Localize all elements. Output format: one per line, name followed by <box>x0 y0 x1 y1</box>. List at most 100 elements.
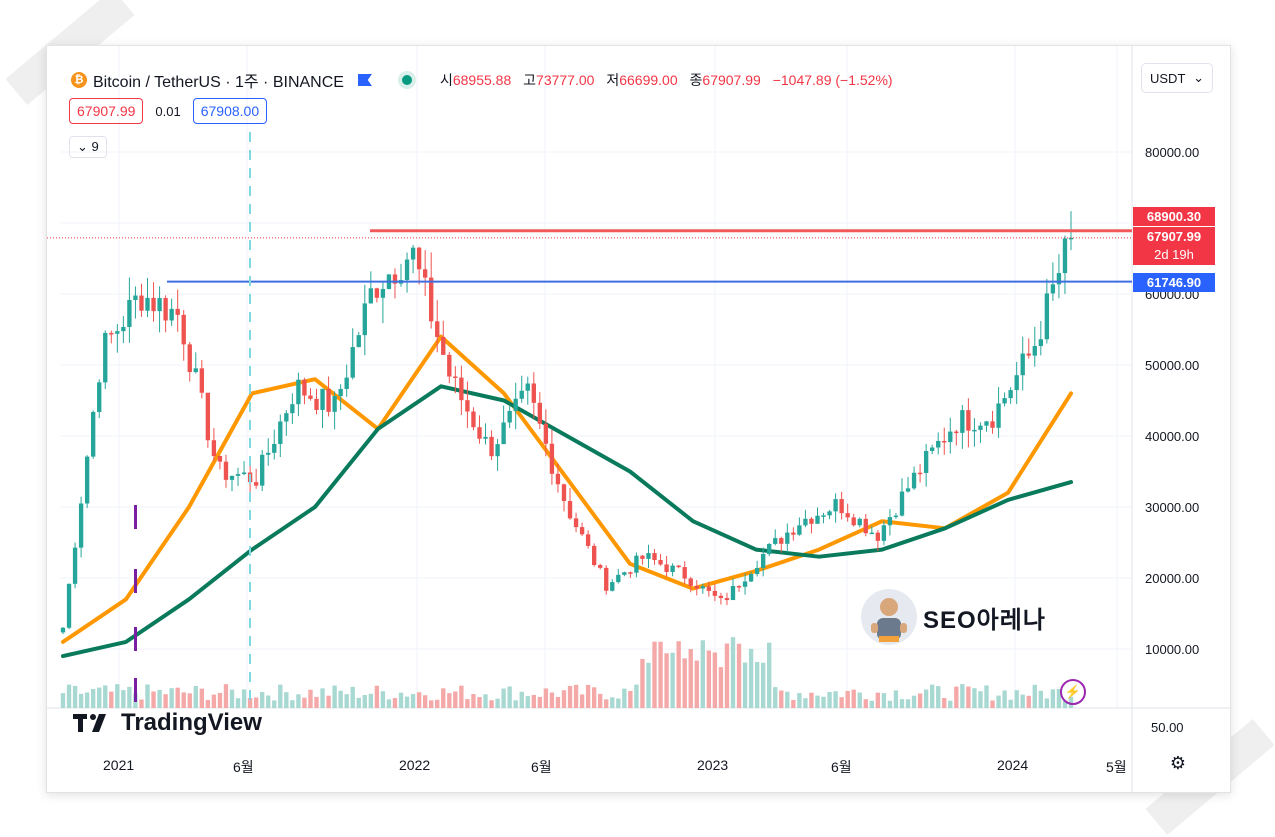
candle-body <box>736 585 742 588</box>
volume-bar <box>1020 694 1025 708</box>
volume-bar <box>272 700 277 708</box>
volume-bar <box>465 699 470 708</box>
volume-bar <box>905 699 911 708</box>
candle-body <box>1062 238 1068 274</box>
candle-body <box>374 288 380 298</box>
volume-bar <box>754 661 760 708</box>
last-price-value: 67907.99 <box>1146 229 1202 244</box>
buy-button[interactable]: 67908.00 <box>192 98 268 124</box>
candle-body <box>115 331 120 334</box>
candle-body <box>320 388 325 410</box>
volume-bar <box>422 695 428 708</box>
volume-bar <box>253 697 259 708</box>
volume-bar <box>302 697 307 708</box>
price-label-support[interactable]: 61746.90 <box>1133 273 1215 292</box>
y-tick: 80000.00 <box>1145 145 1200 160</box>
candle-body <box>253 482 259 486</box>
x-tick: 6월 <box>831 759 852 775</box>
volume-bar <box>604 699 609 708</box>
candle-body <box>278 421 283 444</box>
candle-body <box>1056 273 1062 285</box>
settings-icon[interactable]: ⚙ <box>1169 752 1187 773</box>
candle-body <box>579 527 585 535</box>
sell-button[interactable]: 67907.99 <box>69 98 144 124</box>
market-status-icon[interactable] <box>401 75 412 85</box>
currency-select[interactable]: USDT ⌄ <box>1141 63 1213 93</box>
volume-bar <box>646 662 651 708</box>
candle-body <box>815 515 820 524</box>
volume-bar <box>893 690 899 708</box>
candle-body <box>972 429 977 432</box>
candle-body <box>459 377 464 401</box>
channel-watermark: SEO아레나 <box>861 589 1046 645</box>
symbol-legend[interactable]: ₿ Bitcoin / TetherUS · 1주 · BINANCE 시689… <box>71 68 893 92</box>
volume-bar <box>362 695 367 708</box>
volume-bar <box>785 691 790 708</box>
candle-body <box>465 400 470 412</box>
volume-bar <box>966 686 971 708</box>
candle-body <box>447 354 452 377</box>
volume-bar <box>773 687 778 708</box>
candle-body <box>845 513 850 518</box>
event-marker <box>134 505 137 529</box>
candle-body <box>712 590 718 596</box>
price-label-last[interactable]: 67907.99 2d 19h <box>1133 227 1215 265</box>
candle-body <box>573 518 579 528</box>
flag-icon[interactable] <box>357 74 372 86</box>
candle-body <box>483 436 488 439</box>
volume-bar <box>115 684 120 708</box>
close-value: 67907.99 <box>702 72 761 88</box>
candle-body <box>978 425 983 430</box>
volume-bar <box>694 660 699 708</box>
volume-bar <box>453 691 458 708</box>
volume-bar <box>616 698 621 708</box>
candle-body <box>652 553 657 561</box>
indicators-toggle[interactable]: ⌄ 9 <box>69 136 107 158</box>
lightning-icon[interactable]: ⚡ <box>1060 679 1086 705</box>
candle-body <box>917 472 923 475</box>
spread-value: 0.01 <box>155 103 181 119</box>
candle-body <box>561 484 567 502</box>
bitcoin-icon: ₿ <box>71 72 87 88</box>
volume-bar <box>634 684 639 708</box>
candle-body <box>302 379 307 396</box>
candle-body <box>429 277 434 322</box>
volume-bar <box>78 693 84 708</box>
candle-body <box>966 410 971 431</box>
volume-bar <box>1002 690 1007 708</box>
tradingview-logo-text: TradingView <box>121 709 262 736</box>
volume-bar <box>863 699 868 708</box>
x-tick: 6월 <box>531 759 552 775</box>
volume-bar <box>736 643 742 708</box>
volume-bar <box>936 686 941 708</box>
volume-bar <box>386 699 392 708</box>
volume-bar <box>887 700 893 708</box>
volume-bar <box>797 693 802 708</box>
channel-text: SEO아레나 <box>923 606 1046 634</box>
symbol-title[interactable]: Bitcoin / TetherUS · 1주 · BINANCE <box>93 74 344 91</box>
candle-body <box>1068 237 1074 240</box>
volume-bar <box>223 684 229 708</box>
price-chart[interactable] <box>47 46 1230 792</box>
candle-body <box>163 298 168 321</box>
candle-body <box>1026 353 1031 356</box>
volume-bar <box>984 685 989 708</box>
volume-bar <box>84 692 90 708</box>
candle-body <box>199 368 204 393</box>
candle-body <box>435 321 440 337</box>
currency-value: USDT <box>1150 70 1186 86</box>
price-label-resistance[interactable]: 68900.30 <box>1133 207 1215 226</box>
y-tick: 30000.00 <box>1145 500 1200 515</box>
volume-bar <box>791 699 796 708</box>
volume-bar <box>235 698 241 708</box>
volume-bar <box>537 696 543 708</box>
volume-bar <box>640 658 645 708</box>
volume-bar <box>942 697 947 708</box>
candle-body <box>779 538 784 544</box>
x-tick: 2021 <box>103 757 135 773</box>
candle-body <box>760 554 766 568</box>
volume-bar <box>332 685 337 708</box>
candle-body <box>507 410 512 423</box>
candle-body <box>893 515 899 518</box>
volume-bar <box>284 692 289 708</box>
